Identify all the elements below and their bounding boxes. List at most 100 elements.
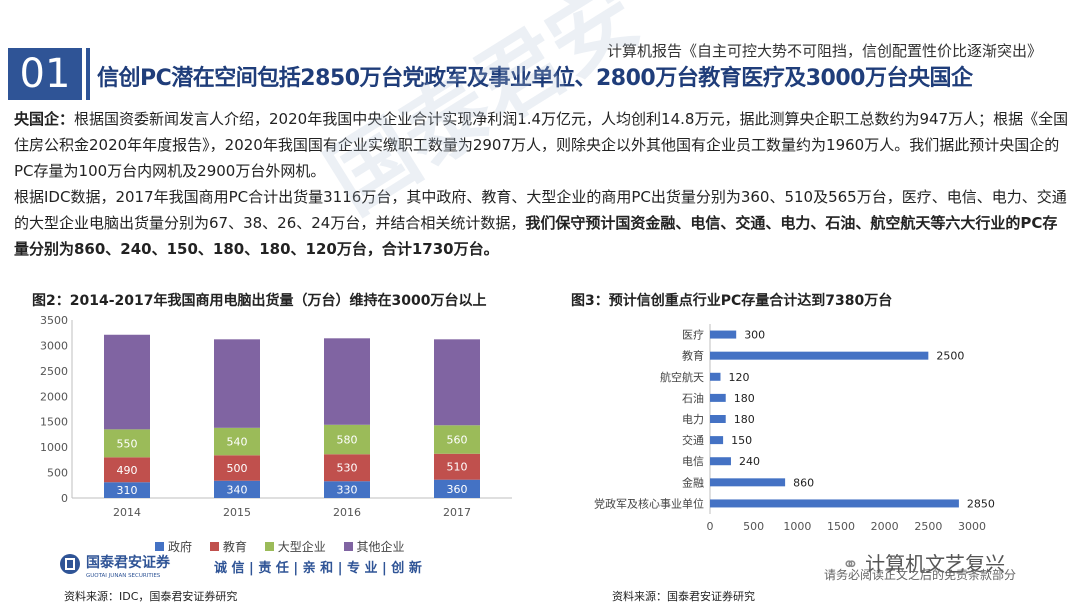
legend-item-gov: 政府 [155, 538, 192, 555]
category-label: 教育 [682, 349, 704, 363]
bar-segment [214, 455, 260, 481]
data-label: 180 [734, 392, 755, 405]
bar-segment [434, 479, 480, 498]
bar [710, 415, 726, 423]
data-label: 540 [227, 436, 248, 449]
bar [710, 393, 726, 402]
bar-segment [324, 454, 370, 482]
legend-label-enterprise: 大型企业 [277, 540, 326, 554]
legend-swatch-edu [209, 542, 219, 551]
x-tick-label: 3000 [958, 520, 986, 533]
figure3-title: 图3：预计信创重点行业PC存量合计达到7380万台 [571, 293, 893, 309]
category-label: 石油 [682, 391, 704, 405]
bar-segment [214, 339, 260, 428]
slogan: 诚 信 | 责 任 | 亲 和 | 专 业 | 创 新 [214, 561, 422, 576]
x-tick-label: 1500 [827, 520, 855, 533]
data-label: 310 [117, 484, 138, 497]
wechat-watermark: ⚭ 计算机文艺复兴 [842, 548, 1005, 577]
data-label: 510 [447, 461, 468, 474]
data-label: 360 [447, 483, 468, 496]
category-label: 交通 [682, 433, 704, 447]
bar-segment [104, 429, 150, 458]
y-tick-label: 3000 [40, 339, 68, 352]
bar [710, 330, 737, 339]
data-label: 150 [731, 434, 752, 447]
data-label: 2500 [936, 350, 964, 363]
bar [710, 499, 959, 508]
legend-item-other: 其他企业 [343, 538, 405, 555]
bar [710, 351, 929, 360]
bar-segment [214, 427, 260, 456]
data-label: 860 [793, 476, 814, 489]
y-tick-label: 500 [47, 467, 68, 480]
data-label: 560 [447, 434, 468, 447]
logo-name: 国泰君安证券 [86, 554, 171, 571]
bar-segment [434, 425, 480, 454]
body-text: 央国企：根据国资委新闻发言人介绍，2020年我国中央企业合计实现净利润1.4万亿… [14, 106, 1070, 262]
data-label: 490 [117, 464, 138, 477]
data-label: 500 [227, 462, 248, 475]
header-divider [86, 48, 90, 100]
bar-segment [214, 480, 260, 498]
x-tick-label: 2016 [333, 506, 361, 519]
y-tick-label: 0 [61, 492, 68, 505]
horizontal-bar-chart: 医疗 300 教育 2500 航空航天 120 石油 180 电力 180 交通 150 电信 240 金融… [594, 324, 995, 533]
category-label: 电信 [682, 455, 704, 468]
source-note-right: 资料来源：国泰君安证券研究 [612, 590, 755, 603]
x-tick-label: 500 [743, 520, 764, 533]
legend-item-edu: 教育 [209, 538, 247, 555]
paragraph-idc: 根据IDC数据，2017年我国商用PC合计出货量3116万台，其中政府、教育、大… [14, 184, 1070, 262]
idc-text: 根据IDC数据，2017年我国商用PC合计出货量3116万台，其中政府、教育、大… [14, 188, 1067, 232]
y-tick-label: 2500 [40, 365, 68, 378]
bar-segment [104, 457, 150, 483]
category-label: 电力 [682, 413, 704, 426]
x-tick-label: 2500 [914, 520, 942, 533]
bar-segment [324, 481, 370, 498]
data-label: 340 [227, 483, 248, 496]
report-title: 计算机报告《自主可控大势不可阻挡，信创配置性价比逐渐突出》 [606, 42, 1042, 60]
stacked-bar-chart: 0 500 1000 1500 2000 2500 3000 3500 310 490 550 201… [40, 314, 512, 519]
bar-segment [434, 339, 480, 426]
legend-swatch-enterprise [264, 542, 274, 551]
data-label: 2850 [967, 497, 995, 510]
chart-legend: 政府 教育 大型企业 其他企业 [155, 538, 419, 555]
legend-item-enterprise: 大型企业 [264, 538, 326, 555]
category-label: 航空航天 [660, 370, 704, 384]
wechat-icon: ⚭ [842, 552, 859, 576]
main-title: 信创PC潜在空间包括2850万台党政军及事业单位、2800万台教育医疗及3000… [97, 66, 973, 91]
soe-label: 央国企： [14, 110, 75, 128]
bar [710, 436, 724, 445]
wechat-label: 计算机文艺复兴 [865, 552, 1006, 576]
legend-label-other: 其他企业 [356, 540, 405, 554]
legend-label-gov: 政府 [168, 540, 193, 554]
y-tick-label: 1000 [40, 441, 68, 454]
soe-text: 根据国资委新闻发言人介绍，2020年我国中央企业合计实现净利润1.4万亿元，人均… [14, 110, 1069, 180]
y-tick-label: 3500 [40, 314, 68, 327]
data-label: 120 [728, 371, 749, 384]
bar [710, 478, 786, 487]
category-label: 金融 [682, 475, 704, 489]
section-number: 01 [8, 48, 82, 100]
logo-icon: 国泰君安证券 GUOTAI JUNAN SECURITIES [60, 554, 171, 579]
bar-segment [104, 482, 150, 498]
y-tick-label: 2000 [40, 390, 68, 403]
x-tick-label: 2014 [113, 506, 141, 519]
bar [710, 457, 731, 466]
figure2-title: 图2：2014-2017年我国商用电脑出货量（万台）维持在3000万台以上 [32, 293, 487, 309]
data-label: 330 [337, 484, 358, 497]
company-logo: 国泰君安证券 GUOTAI JUNAN SECURITIES [58, 552, 208, 584]
disclaimer-footer: 请务必阅读正文之后的免责条款部分 [824, 568, 1017, 582]
x-tick-label: 0 [707, 520, 714, 533]
legend-swatch-other [343, 542, 353, 551]
legend-label-edu: 教育 [222, 540, 247, 554]
bar-segment [104, 334, 150, 430]
data-label: 240 [739, 455, 760, 468]
bar [710, 372, 721, 381]
x-tick-label: 2015 [223, 506, 251, 519]
bar-segment [324, 338, 370, 425]
y-tick-label: 1500 [40, 416, 68, 429]
idc-conclusion: 我们保守预计国资金融、电信、交通、电力、石油、航空航天等六大行业的PC存量分别为… [14, 214, 1058, 258]
data-label: 550 [117, 437, 138, 450]
data-label: 180 [734, 413, 755, 426]
x-tick-label: 1000 [783, 520, 811, 533]
